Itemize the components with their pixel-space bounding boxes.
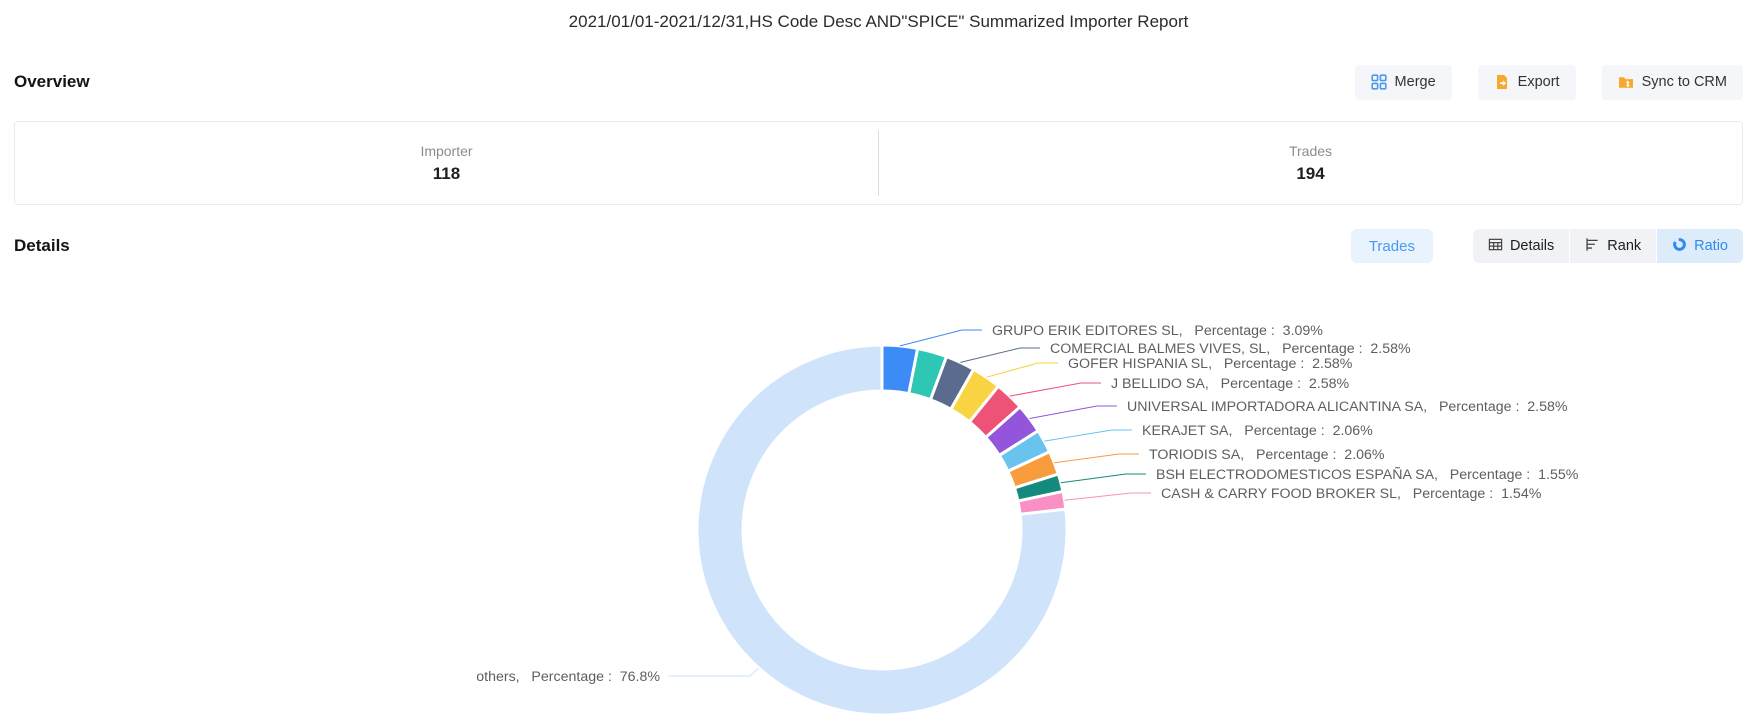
view-switcher: Details Rank Ratio — [1472, 229, 1743, 263]
stat-trades-value: 194 — [1296, 163, 1325, 183]
label-leader-line — [1029, 405, 1117, 419]
slice-label: UNIVERSAL IMPORTADORA ALICANTINA SA, Per… — [1127, 399, 1568, 415]
stat-importer-value: 118 — [432, 163, 461, 183]
tab-rank-label: Rank — [1607, 238, 1642, 254]
label-leader-line — [986, 362, 1058, 378]
stats-divider — [878, 130, 879, 196]
stat-importer: Importer 118 — [15, 143, 878, 184]
page-title: 2021/01/01-2021/12/31,HS Code Desc AND"S… — [568, 12, 1189, 31]
slice-label: BSH ELECTRODOMESTICOS ESPAÑA SA, Percent… — [1156, 466, 1579, 483]
slice-label: GRUPO ERIK EDITORES SL, Percentage : 3.0… — [992, 323, 1323, 339]
details-heading: Details — [14, 236, 70, 255]
slice-label: KERAJET SA, Percentage : 2.06% — [1142, 423, 1373, 439]
export-button[interactable]: Export — [1477, 64, 1576, 100]
label-leader-line — [1054, 453, 1139, 464]
slice-label: others, Percentage : 76.8% — [476, 669, 660, 685]
tab-details-label: Details — [1509, 238, 1555, 254]
label-leader-line — [899, 329, 982, 347]
sync-to-crm-button-label: Sync to CRM — [1641, 74, 1727, 90]
donut-chart-icon — [1672, 237, 1687, 256]
overview-stats-card: Importer 118 Trades 194 — [14, 121, 1743, 205]
label-leader-line — [1060, 473, 1146, 484]
table-icon — [1488, 237, 1503, 256]
importer-ratio-donut-chart: GRUPO ERIK EDITORES SL, Percentage : 3.0… — [476, 323, 1579, 717]
stat-trades-label: Trades — [1288, 142, 1333, 159]
slice-label: GOFER HISPANIA SL, Percentage : 2.58% — [1068, 356, 1353, 372]
label-leader-line — [1044, 429, 1132, 442]
label-leader-line — [960, 347, 1040, 363]
label-leader-line — [668, 667, 760, 677]
rank-icon — [1585, 237, 1600, 256]
tab-ratio-label: Ratio — [1694, 238, 1728, 254]
trades-toggle-button[interactable]: Trades — [1350, 229, 1433, 263]
tab-ratio[interactable]: Ratio — [1656, 229, 1743, 263]
sync-to-crm-button[interactable]: Sync to CRM — [1601, 64, 1743, 100]
label-leader-line — [1009, 382, 1101, 397]
merge-icon — [1370, 74, 1387, 90]
donut-slice[interactable] — [695, 343, 1069, 717]
details-controls: Trades Details Rank Ratio — [1350, 229, 1743, 263]
tab-rank[interactable]: Rank — [1569, 229, 1657, 263]
slice-label: CASH & CARRY FOOD BROKER SL, Percentage … — [1161, 486, 1542, 502]
merge-button[interactable]: Merge — [1354, 64, 1452, 100]
merge-button-label: Merge — [1394, 74, 1436, 90]
ratio-chart-area: GRUPO ERIK EDITORES SL, Percentage : 3.0… — [0, 263, 1757, 724]
stat-trades: Trades 194 — [879, 143, 1742, 184]
stat-importer-label: Importer — [420, 142, 473, 159]
tab-details[interactable]: Details — [1472, 229, 1570, 263]
overview-actions: Merge Export Sync to CRM — [1354, 64, 1743, 100]
slice-label: COMERCIAL BALMES VIVES, SL, Percentage :… — [1050, 341, 1411, 357]
label-leader-line — [1064, 492, 1151, 501]
overview-header: Overview Merge Export Sync to CRM — [0, 62, 1757, 102]
export-button-label: Export — [1517, 74, 1560, 90]
export-icon — [1494, 74, 1510, 90]
slice-label: J BELLIDO SA, Percentage : 2.58% — [1111, 376, 1350, 392]
details-header: Details Trades Details Rank Ratio — [0, 229, 1757, 263]
slice-label: TORIODIS SA, Percentage : 2.06% — [1149, 447, 1385, 463]
overview-heading: Overview — [14, 72, 90, 91]
folder-sync-icon — [1618, 74, 1634, 90]
